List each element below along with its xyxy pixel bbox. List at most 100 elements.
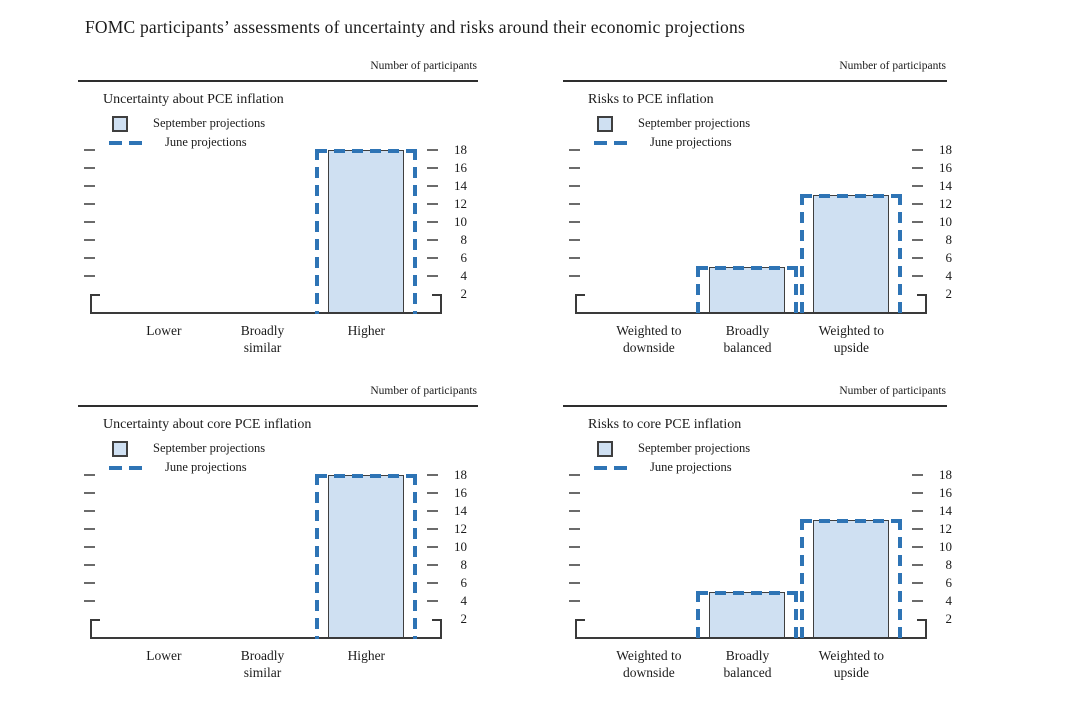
panel-uncertainty-pce-inflation: Number of participants Uncertainty about… xyxy=(78,58,478,373)
y-tick-right xyxy=(912,510,923,512)
axis-bracket-right-foot xyxy=(917,294,927,296)
bar-june-outline xyxy=(315,149,418,314)
y-tick-right xyxy=(427,275,438,277)
y-tick-left xyxy=(569,257,580,259)
page-title: FOMC participants’ assessments of uncert… xyxy=(85,17,745,37)
y-tick-left xyxy=(84,239,95,241)
y-tick-right xyxy=(912,528,923,530)
x-axis-baseline xyxy=(90,312,442,314)
legend: September projections June projections xyxy=(594,439,750,477)
y-tick-right xyxy=(427,600,438,602)
axis-bracket-left xyxy=(575,294,577,314)
june-dash-top-edge xyxy=(801,519,902,523)
y-tick-left xyxy=(84,257,95,259)
category-label: Weighted to downside xyxy=(616,648,682,681)
category-label: Lower xyxy=(146,648,182,663)
y-tick-label: 2 xyxy=(460,286,468,301)
y-tick-label: 10 xyxy=(454,214,467,229)
y-tick-label: 18 xyxy=(939,467,952,482)
axis-bracket-right xyxy=(440,294,442,314)
legend-row-june: June projections xyxy=(594,458,750,477)
legend: September projections June projections xyxy=(594,114,750,152)
y-tick-left xyxy=(84,528,95,530)
y-tick-left xyxy=(84,600,95,602)
axis-bracket-right-foot xyxy=(432,619,442,621)
y-tick-left xyxy=(84,185,95,187)
y-tick-label: 6 xyxy=(945,250,953,265)
y-tick-label: 18 xyxy=(454,142,467,157)
bar-september xyxy=(709,267,786,312)
june-dash-left-edge xyxy=(696,266,701,314)
y-tick-label: 16 xyxy=(939,485,952,500)
y-tick-label: 12 xyxy=(939,196,952,211)
y-tick-label: 12 xyxy=(454,521,467,536)
y-tick-label: 8 xyxy=(945,557,953,572)
axis-bracket-left-foot xyxy=(90,294,100,296)
y-tick-right xyxy=(427,167,438,169)
y-tick-left xyxy=(569,185,580,187)
bar-june-outline xyxy=(800,519,903,639)
y-tick-right xyxy=(427,582,438,584)
axis-bracket-right-foot xyxy=(917,619,927,621)
y-tick-label: 12 xyxy=(939,521,952,536)
june-dash-right-edge xyxy=(794,591,799,639)
june-dash-right-edge xyxy=(898,194,903,314)
y-tick-left xyxy=(569,600,580,602)
y-tick-label: 10 xyxy=(939,539,952,554)
legend-row-september: September projections xyxy=(109,439,265,458)
panel-uncertainty-core-pce-inflation: Number of participants Uncertainty about… xyxy=(78,383,478,698)
legend-row-june: June projections xyxy=(109,133,265,152)
bar-june-outline xyxy=(315,474,418,639)
y-tick-label: 18 xyxy=(454,467,467,482)
y-tick-left xyxy=(84,582,95,584)
bar-june-outline xyxy=(696,591,799,639)
june-dash-top-edge xyxy=(316,474,417,478)
june-dash-icon xyxy=(109,466,142,470)
y-tick-left xyxy=(84,474,95,476)
june-dash-right-edge xyxy=(898,519,903,639)
category-label: Lower xyxy=(146,323,182,338)
panel-title: Uncertainty about PCE inflation xyxy=(103,92,284,107)
bar-june-outline xyxy=(696,266,799,314)
y-tick-label: 2 xyxy=(945,611,953,626)
y-tick-left xyxy=(569,582,580,584)
y-tick-label: 4 xyxy=(460,593,468,608)
june-dash-left-edge xyxy=(800,519,805,639)
legend: September projections June projections xyxy=(109,114,265,152)
category-label: Broadly balanced xyxy=(723,323,772,356)
y-tick-label: 4 xyxy=(460,268,468,283)
y-tick-label: 6 xyxy=(460,575,468,590)
axis-bracket-right xyxy=(925,294,927,314)
axis-bracket-left xyxy=(90,619,92,639)
y-tick-right xyxy=(912,275,923,277)
june-dash-right-edge xyxy=(413,149,418,314)
september-swatch-icon xyxy=(597,115,613,132)
legend-row-september: September projections xyxy=(109,114,265,133)
june-dash-left-edge xyxy=(800,194,805,314)
axis-bracket-left xyxy=(575,619,577,639)
september-swatch-icon xyxy=(112,440,128,457)
x-axis-baseline xyxy=(575,637,927,639)
category-label: Higher xyxy=(347,648,386,663)
y-tick-right xyxy=(912,600,923,602)
plot-area: 18 16 14 12 10 8 6 4 2 xyxy=(78,467,478,641)
y-tick-right xyxy=(427,528,438,530)
legend: September projections June projections xyxy=(109,439,265,477)
y-tick-left xyxy=(84,564,95,566)
legend-row-june: June projections xyxy=(109,458,265,477)
category-label: Weighted to upside xyxy=(818,323,884,356)
bar-september xyxy=(328,475,405,637)
category-label: Broadly similar xyxy=(240,323,285,356)
panel-risks-pce-inflation: Number of participants Risks to PCE infl… xyxy=(563,58,952,373)
axis-bracket-right xyxy=(440,619,442,639)
y-tick-left xyxy=(569,528,580,530)
y-tick-left xyxy=(84,546,95,548)
y-tick-left xyxy=(84,275,95,277)
panel-top-rule xyxy=(78,80,478,82)
y-tick-label: 16 xyxy=(454,485,467,500)
june-dash-top-edge xyxy=(316,149,417,153)
legend-june-label: June projections xyxy=(165,135,247,149)
y-axis-unit-label: Number of participants xyxy=(370,385,477,397)
y-tick-right xyxy=(912,221,923,223)
